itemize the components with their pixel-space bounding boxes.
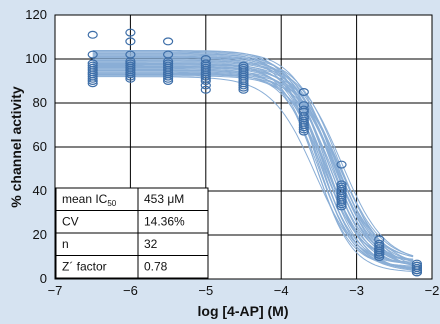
- y-axis-title: % channel activity: [8, 86, 24, 208]
- data-point: [298, 123, 309, 132]
- fit-curve: [92, 75, 414, 270]
- data-point: [163, 61, 174, 70]
- data-point: [87, 79, 98, 88]
- y-tick-label: 0: [40, 271, 47, 286]
- x-tick-label: −6: [123, 283, 138, 298]
- stats-label: n: [62, 237, 69, 251]
- data-point: [411, 261, 423, 270]
- fit-curve: [92, 62, 414, 269]
- data-point: [87, 30, 98, 39]
- fit-curve: [92, 72, 414, 262]
- x-tick-label: −5: [198, 283, 213, 298]
- x-tick-labels: −7 −6 −5 −4 −3 −2: [48, 283, 440, 298]
- data-point: [336, 200, 347, 209]
- fit-curve: [92, 56, 414, 265]
- data-point: [200, 76, 211, 85]
- data-point: [87, 61, 98, 70]
- data-point: [298, 87, 309, 96]
- data-point: [200, 59, 211, 68]
- data-point: [238, 85, 249, 94]
- stats-label-subscript: 50: [107, 199, 116, 208]
- fit-curve: [92, 63, 414, 267]
- stats-value: 0.78: [144, 260, 168, 274]
- data-point: [374, 248, 385, 257]
- fit-curve: [92, 66, 414, 257]
- y-tick-label: 80: [33, 95, 47, 110]
- fit-curve: [92, 50, 414, 268]
- data-point: [200, 85, 211, 94]
- data-point: [336, 202, 347, 211]
- stats-value: 453 μM: [144, 192, 184, 206]
- plot-frame: [54, 14, 433, 280]
- data-point: [374, 253, 385, 262]
- data-point: [200, 81, 211, 90]
- stats-table: mean IC50 453 μM CV 14.36% n 32 Z´ factor 0.78: [55, 187, 209, 279]
- data-point: [163, 37, 174, 46]
- fit-curve: [92, 55, 414, 265]
- data-point: [336, 198, 347, 207]
- data-point: [125, 37, 136, 46]
- fit-curves: [92, 50, 414, 272]
- stats-label: mean IC50: [62, 192, 117, 208]
- stats-value: 32: [144, 237, 158, 251]
- fit-curve: [92, 69, 414, 266]
- x-axis-title: log [4-AP] (M): [198, 303, 289, 319]
- data-point: [87, 50, 98, 59]
- x-tick-label: −2: [425, 283, 440, 298]
- data-point: [238, 81, 249, 90]
- fit-curve: [92, 73, 414, 260]
- data-point: [298, 127, 309, 136]
- y-tick-label: 100: [25, 51, 47, 66]
- fit-curve: [92, 59, 414, 261]
- x-tick-label: −7: [48, 283, 63, 298]
- y-tick-label: 60: [33, 139, 47, 154]
- fit-curve: [92, 67, 414, 261]
- data-point: [125, 28, 136, 37]
- data-point: [163, 74, 174, 83]
- stats-label: Z´ factor: [62, 260, 107, 274]
- data-point: [125, 61, 136, 70]
- y-tick-label: 20: [33, 227, 47, 242]
- data-points: [87, 28, 423, 277]
- data-point: [125, 74, 136, 83]
- data-point: [163, 57, 174, 66]
- data-point: [336, 160, 347, 169]
- x-tick-label: −3: [349, 283, 364, 298]
- data-point: [163, 76, 174, 85]
- data-point: [87, 76, 98, 85]
- fit-curve: [92, 61, 414, 257]
- data-point: [125, 70, 136, 79]
- data-point: [374, 250, 385, 259]
- data-point: [411, 264, 423, 273]
- stats-value: 14.36%: [144, 215, 185, 229]
- y-tick-label: 120: [25, 7, 47, 22]
- data-point: [87, 74, 98, 83]
- data-point: [298, 125, 309, 134]
- fit-curve: [92, 58, 414, 261]
- data-point: [125, 57, 136, 66]
- y-tick-labels: 0 20 40 60 80 100 120: [25, 7, 47, 286]
- data-point: [125, 72, 136, 81]
- y-tick-label: 40: [33, 183, 47, 198]
- stats-label: CV: [62, 215, 79, 229]
- data-point: [411, 266, 423, 275]
- data-point: [163, 72, 174, 81]
- data-point: [238, 83, 249, 92]
- fit-curve: [92, 76, 414, 271]
- data-point: [200, 72, 211, 81]
- x-tick-label: −4: [274, 283, 289, 298]
